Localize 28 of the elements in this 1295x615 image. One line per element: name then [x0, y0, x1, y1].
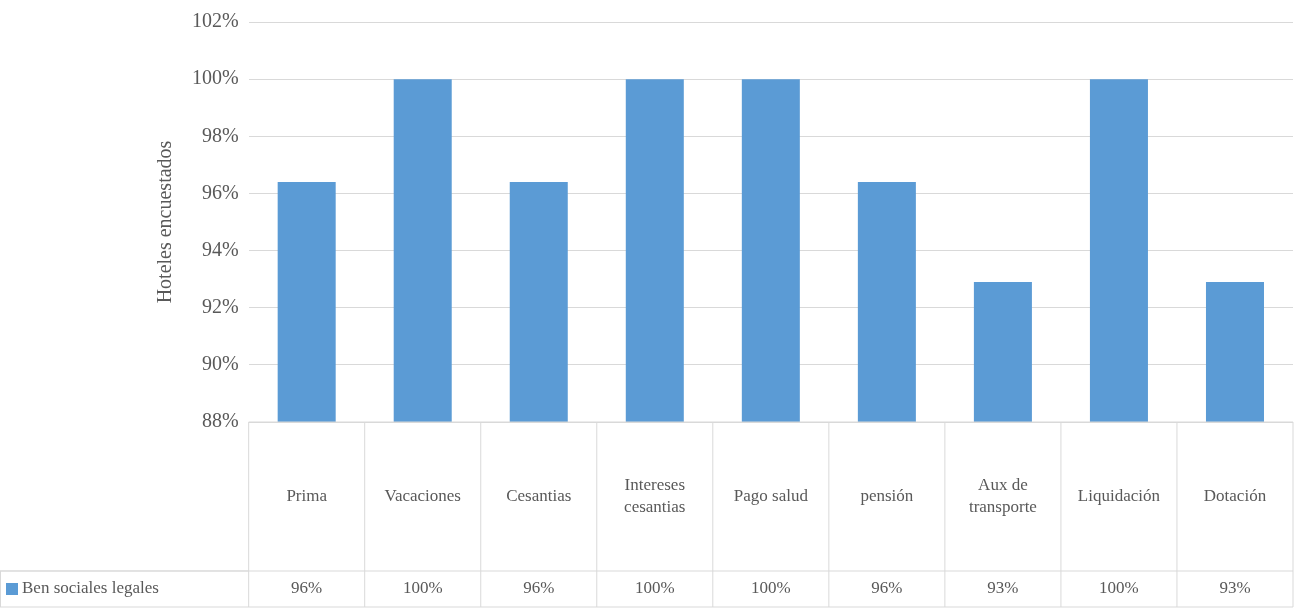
y-tick-label: 96% [201, 180, 239, 203]
data-label: 96% [291, 578, 323, 598]
y-tick-label: 102% [191, 9, 239, 32]
x-tick-label: Prima [286, 485, 328, 505]
y-tick-label: 92% [201, 294, 239, 317]
legend-label: Ben sociales legales [22, 578, 159, 598]
x-tick-label: Aux de transporte [968, 474, 1037, 516]
x-tick-label: Liquidación [1077, 485, 1161, 505]
x-tick-label: Cesantias [506, 485, 572, 505]
data-label: 100% [402, 578, 443, 598]
x-tick-label: Pago salud [733, 485, 809, 505]
y-tick-label: 90% [201, 352, 239, 375]
y-tick-label: 88% [201, 409, 239, 432]
x-tick-label: Dotación [1203, 485, 1267, 505]
data-label: 96% [523, 578, 555, 598]
data-label: 100% [1099, 578, 1139, 598]
y-tick-label: 98% [201, 123, 239, 146]
data-label: 93% [987, 578, 1019, 598]
y-tick-label: 94% [201, 237, 239, 260]
data-label: 96% [871, 578, 903, 598]
x-tick-label: Intereses cesantias [624, 474, 686, 516]
data-label: 100% [634, 578, 675, 598]
x-tick-label: pensión [860, 485, 914, 505]
y-axis-title: Hoteles encuestados [153, 140, 176, 304]
data-label: 93% [1219, 578, 1251, 598]
x-tick-label: Vacaciones [384, 485, 461, 505]
data-label: 100% [750, 578, 791, 598]
y-tick-label: 100% [191, 66, 239, 89]
